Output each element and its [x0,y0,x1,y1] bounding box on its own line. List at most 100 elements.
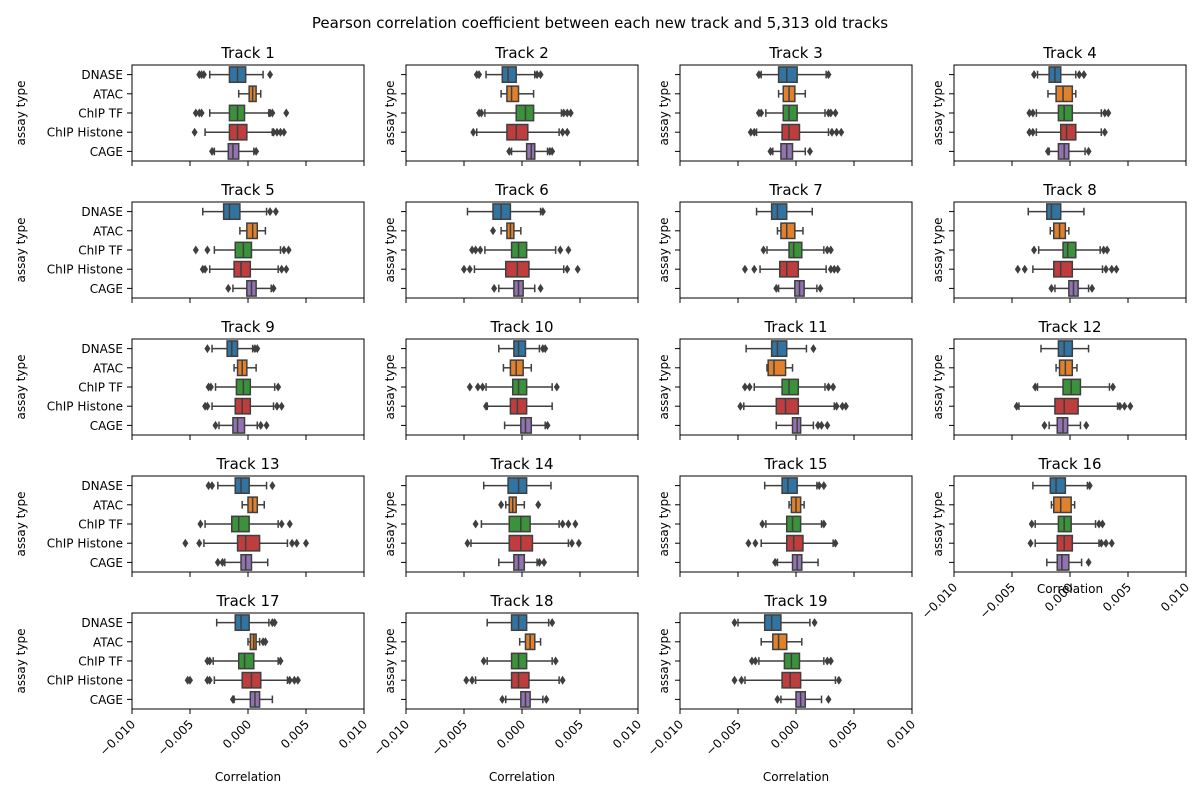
outlier-point [751,127,758,137]
outlier-point [191,127,198,137]
outlier-point [1102,264,1109,274]
box-atac [1049,222,1070,240]
outlier-point [253,146,260,156]
outlier-point [1031,70,1038,80]
outlier-point [1085,557,1092,567]
outlier-point [1028,519,1035,529]
y-tick-label: DNASE [81,68,123,82]
panel-track-18: Track 18 assay type −0.010 −0.005 0.000 0.005… [371,592,644,784]
iqr-box [501,66,517,84]
outlier-point [278,401,285,411]
x-tick-label: 0.010 [610,717,644,751]
outlier-point [534,70,541,80]
outlier-point [833,401,840,411]
outlier-point [267,70,274,80]
box-chip-histone [747,123,845,141]
iqr-box [1054,397,1079,415]
box-cage [225,279,277,297]
iqr-box [781,378,800,396]
panel-title: Track 11 [763,318,827,336]
outlier-point [559,127,566,137]
outlier-point [815,420,822,430]
panel-track-10: Track 10 assay type [383,318,639,440]
iqr-box [772,633,788,651]
y-tick-label: ChIP Histone [47,537,123,551]
outlier-point [277,127,284,137]
y-tick-label: ChIP TF [78,244,123,258]
y-tick-label: ChIP TF [78,381,123,395]
x-tick-label: 0.005 [1100,580,1134,614]
box-chip-tf [466,378,560,396]
outlier-point [272,207,279,217]
outlier-point [278,519,285,529]
outlier-point [832,108,839,118]
iqr-box [1049,477,1067,495]
x-axis-label: Correlation [1037,582,1103,596]
iqr-box [233,260,252,278]
outlier-point [827,108,834,118]
outlier-point [270,283,277,293]
outlier-point [539,207,546,217]
y-axis-label: assay type [383,218,397,283]
iqr-box [1056,553,1070,571]
iqr-box [781,477,798,495]
outlier-point [182,538,189,548]
panel-title: Track 1 [220,44,275,62]
outlier-point [229,694,236,704]
panel-track-14: Track 14 assay type [383,455,639,577]
x-tick-label: 0.010 [336,717,370,751]
y-axis-label: assay type [383,492,397,557]
outlier-point [544,420,551,430]
iqr-box [788,241,803,259]
outlier-point [543,694,550,704]
box-chip-tf [197,515,293,533]
iqr-box [234,477,250,495]
y-axis-label: assay type [383,355,397,420]
outlier-point [752,538,759,548]
panel-track-3: Track 3 assay type [657,44,913,166]
panel-title: Track 8 [1042,181,1097,199]
box-atac [1055,359,1078,377]
outlier-point [1113,264,1120,274]
outlier-point [737,401,744,411]
outlier-point [565,519,572,529]
outlier-point [567,108,574,118]
panel-track-1: Track 1 DNASE ATAC ChIP TF ChIP Histone CAGE a… [14,44,365,166]
x-tick-label: 0.000 [768,717,802,751]
panel-track-11: Track 11 assay type [657,318,913,440]
panel-track-12: Track 12 assay type [931,318,1187,440]
panel-title: Track 7 [768,181,823,199]
outlier-point [204,656,211,666]
panel-track-9: Track 9 DNASE ATAC ChIP TF ChIP Histone CAGE a… [14,318,365,440]
iqr-box [507,477,528,495]
panel-track-4: Track 4 assay type [931,44,1187,166]
outlier-point [196,108,203,118]
outlier-point [1029,127,1036,137]
outlier-point [204,675,211,685]
x-tick-label: −0.005 [703,717,744,758]
outlier-point [842,401,849,411]
box-dnase [486,614,556,632]
outlier-point [755,108,762,118]
outlier-point [254,344,261,354]
outlier-point [810,344,817,354]
box-chip-histone [741,260,841,278]
y-axis-label: assay type [14,492,28,557]
outlier-point [559,519,566,529]
outlier-point [466,382,473,392]
outlier-point [1026,127,1033,137]
box-chip-tf [755,104,839,122]
outlier-point [559,675,566,685]
box-chip-histone [463,671,566,689]
outlier-point [834,264,841,274]
box-chip-histone [470,123,571,141]
x-axis-label: Correlation [215,770,281,784]
outlier-point [760,245,767,255]
iqr-box [775,397,800,415]
panel-track-2: Track 2 assay type [383,44,639,166]
box-dnase [1032,477,1093,495]
outlier-point [1121,401,1128,411]
iqr-box [770,203,788,221]
outlier-point [835,675,842,685]
